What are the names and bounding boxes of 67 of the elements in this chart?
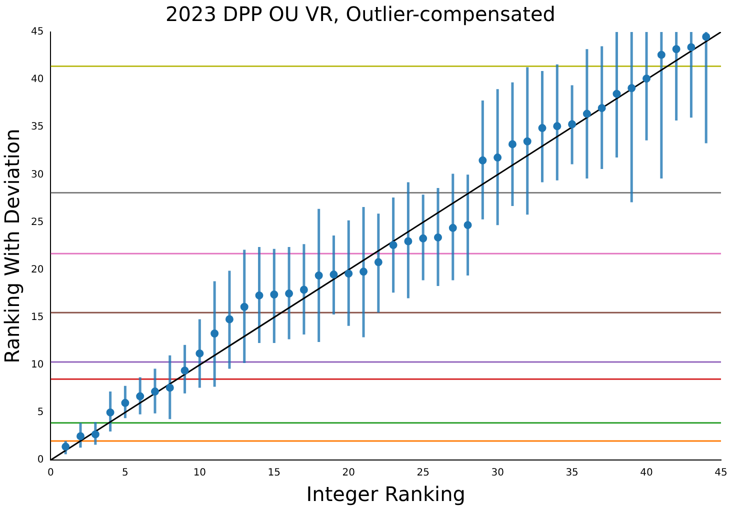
point xyxy=(494,154,502,162)
point xyxy=(360,268,368,276)
point xyxy=(657,50,666,59)
point xyxy=(642,74,651,83)
point xyxy=(598,104,606,112)
x-tick-label: 45 xyxy=(714,468,728,479)
point xyxy=(314,271,323,280)
point xyxy=(419,234,428,242)
point xyxy=(270,290,278,299)
point xyxy=(508,140,516,148)
point xyxy=(628,84,636,92)
point xyxy=(180,366,189,375)
point xyxy=(464,221,472,230)
point xyxy=(121,398,130,407)
y-tick-label: 0 xyxy=(37,454,44,466)
point xyxy=(672,45,680,54)
y-tick-label: 45 xyxy=(30,26,44,38)
point xyxy=(389,241,398,250)
x-tick-label: 0 xyxy=(48,468,54,479)
point xyxy=(687,43,696,52)
x-tick-label: 35 xyxy=(566,468,578,479)
y-axis-title: Ranking With Deviation xyxy=(0,128,24,364)
y-tick-label: 20 xyxy=(30,264,44,276)
point xyxy=(434,233,442,242)
point xyxy=(478,156,487,164)
y-tick-label: 30 xyxy=(30,169,44,180)
point xyxy=(612,90,621,98)
point xyxy=(91,430,100,438)
point xyxy=(553,122,562,130)
point xyxy=(344,270,353,278)
point xyxy=(582,110,591,118)
point xyxy=(404,237,412,246)
point xyxy=(300,286,308,294)
y-tick-label: 15 xyxy=(30,312,44,323)
point xyxy=(136,392,144,400)
y-tick-label: 10 xyxy=(30,359,44,370)
x-tick-label: 10 xyxy=(193,468,206,479)
x-tick-label: 20 xyxy=(342,468,355,479)
point xyxy=(240,302,248,311)
point xyxy=(330,270,338,279)
y-tick-label: 5 xyxy=(37,407,44,418)
point xyxy=(568,120,576,128)
point xyxy=(106,408,114,416)
point xyxy=(702,32,710,41)
x-tick-label: 40 xyxy=(640,468,653,479)
y-tick-label: 25 xyxy=(30,216,44,228)
point xyxy=(150,388,159,396)
point xyxy=(210,330,219,338)
point xyxy=(285,290,294,298)
point xyxy=(374,258,382,266)
point xyxy=(196,349,204,358)
x-tick-label: 30 xyxy=(491,468,504,479)
point xyxy=(166,384,174,392)
point xyxy=(448,224,457,232)
point xyxy=(538,124,546,132)
point xyxy=(225,315,234,324)
y-tick-label: 40 xyxy=(30,74,44,86)
y-tick-label: 35 xyxy=(30,122,44,133)
chart-title: 2023 DPP OU VR, Outlier-compensated xyxy=(166,2,556,26)
point xyxy=(76,432,85,440)
x-tick-label: 25 xyxy=(416,468,430,479)
point xyxy=(62,442,70,451)
x-axis-title: Integer Ranking xyxy=(306,482,466,506)
x-tick-label: 5 xyxy=(122,468,128,479)
point xyxy=(523,137,532,146)
x-tick-label: 15 xyxy=(268,468,281,479)
point xyxy=(255,291,264,300)
